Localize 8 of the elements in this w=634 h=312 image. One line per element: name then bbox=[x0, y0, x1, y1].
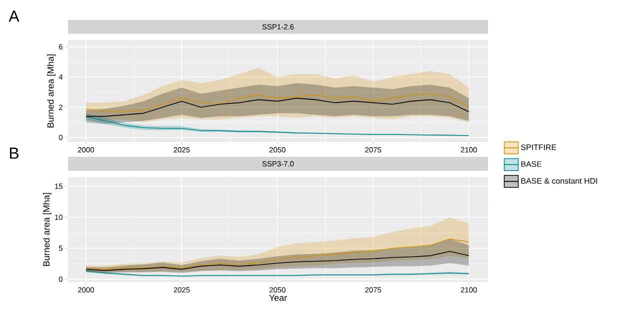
line-series bbox=[86, 250, 470, 271]
y-axis-title: Burned area [Mha] bbox=[47, 54, 56, 128]
x-axis-title: Year bbox=[269, 294, 287, 301]
line-series bbox=[86, 98, 470, 117]
text: A bbox=[8, 10, 20, 22]
line-series bbox=[86, 93, 470, 112]
y-axis-title: Burned area [Mha] bbox=[42, 193, 52, 266]
text: B bbox=[10, 148, 18, 159]
